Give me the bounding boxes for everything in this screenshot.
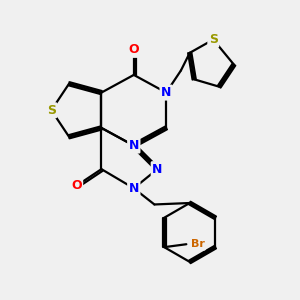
Text: S: S [47,104,56,117]
Text: O: O [128,44,139,56]
Text: O: O [71,179,82,192]
Text: N: N [129,182,139,195]
Text: Br: Br [190,239,205,249]
Text: N: N [129,139,139,152]
Text: N: N [161,86,171,99]
Text: N: N [152,163,163,176]
Text: S: S [209,33,218,46]
